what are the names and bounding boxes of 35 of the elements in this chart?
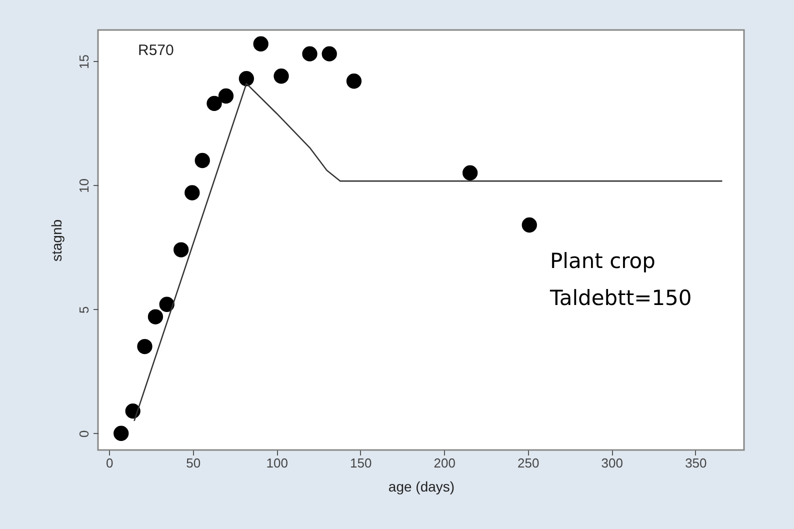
point [206, 96, 222, 111]
x-tick-label: 300 [601, 456, 623, 470]
point [302, 46, 318, 62]
point [174, 242, 189, 258]
point [137, 338, 152, 354]
x-tick-label: 50 [186, 456, 201, 470]
x-tick-label: 0 [106, 456, 114, 470]
y-tick-label: 15 [76, 54, 92, 69]
point [238, 71, 254, 86]
x-tick-label: 150 [350, 456, 372, 470]
point [114, 426, 129, 441]
point [194, 152, 210, 168]
x-tick-label: 200 [434, 456, 456, 470]
point [218, 88, 234, 104]
y-tick-label: 10 [76, 178, 92, 194]
point [274, 68, 289, 84]
x-tick-label: 250 [518, 456, 540, 470]
y-tick-label: 0 [76, 430, 92, 438]
point [522, 217, 537, 233]
annotation: Taldebtt=150 [549, 286, 692, 310]
point [462, 165, 478, 180]
annotation: R570 [138, 42, 174, 59]
y-axis-title: stagnb [48, 219, 64, 262]
point [346, 74, 362, 89]
point [159, 296, 174, 312]
point [322, 46, 337, 62]
annotation: Plant crop [550, 249, 656, 273]
point [184, 185, 200, 200]
y-tick-label: 5 [76, 306, 92, 314]
x-tick-label: 350 [685, 456, 707, 470]
point [148, 309, 164, 324]
point [253, 36, 268, 52]
x-tick-label: 100 [266, 456, 288, 470]
point [125, 403, 140, 419]
x-axis-title: age (days) [388, 478, 455, 494]
